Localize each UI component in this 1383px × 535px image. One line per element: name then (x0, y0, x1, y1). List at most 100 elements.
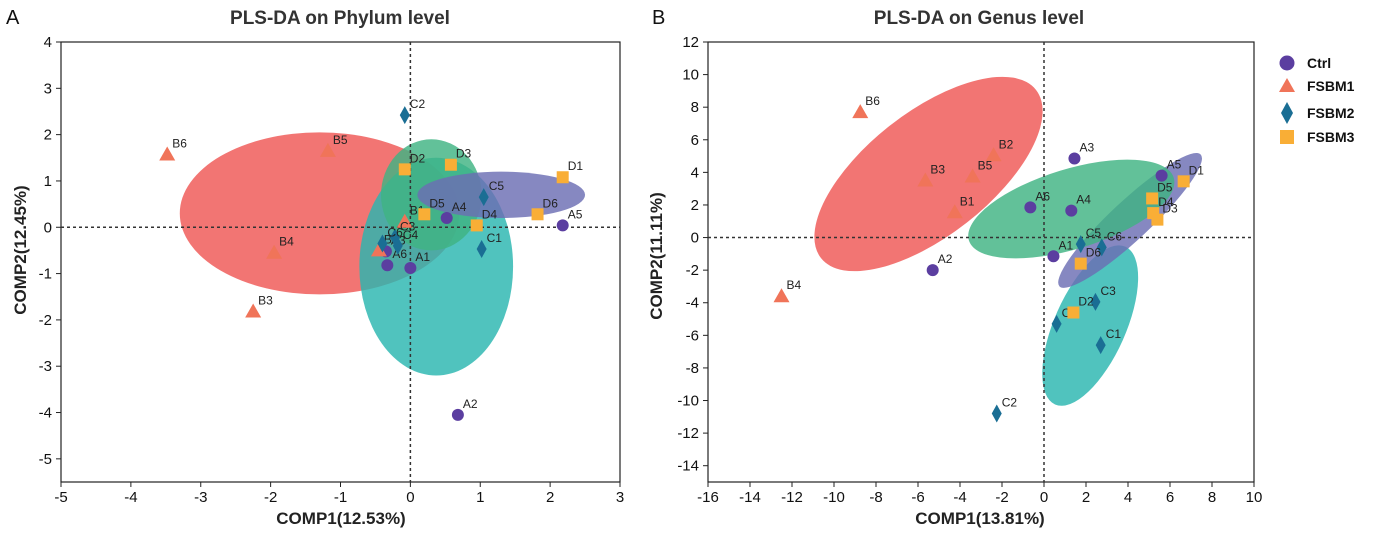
legend: Ctrl FSBM1 FSBM2 FSBM3 (1279, 55, 1355, 145)
panel-b-point-a5 (1155, 169, 1168, 182)
panel-b-point-c2-label: C2 (1002, 396, 1018, 410)
panel-a-x-tick-label: 2 (546, 489, 554, 506)
panel-b-point-c6-label: C6 (1107, 229, 1123, 243)
panel-b-ellipse-fsbm1 (814, 76, 1043, 272)
panel-a-point-d5 (418, 208, 431, 221)
panel-b-x-tick-label: 8 (1208, 489, 1216, 506)
panel-a-point-d3 (444, 158, 457, 171)
panel-a-point-d2 (398, 163, 411, 176)
panel-b-x-tick-label: -10 (823, 489, 845, 506)
panel-b-point-c5 (1075, 235, 1086, 254)
panel-b-point-a1-label: A1 (1058, 238, 1073, 252)
panel-a-point-c4 (392, 236, 403, 255)
panel-a-y-axis-title: COMP2(12.45%) (11, 185, 30, 314)
panel-a-phylum-chart: A PLS-DA on Phylum level COMP1(12.53%) C… (6, 7, 624, 528)
panel-b-x-tick-label: -14 (739, 489, 761, 506)
legend-fsbm1-marker (1279, 78, 1295, 92)
panel-a-x-tick-label: -4 (124, 489, 137, 506)
panel-a-point-c1-label: C1 (487, 231, 503, 245)
panel-b-x-tick-label: 2 (1082, 489, 1090, 506)
panel-b-x-tick-label: 0 (1040, 489, 1048, 506)
panel-a-point-d3-label: D3 (456, 147, 472, 161)
panel-b-point-b1-label: B1 (960, 194, 975, 208)
panel-a-point-a2 (451, 408, 464, 421)
panel-a-x-tick-label: -3 (194, 489, 207, 506)
panel-b-y-tick-label: 8 (691, 99, 699, 116)
panel-b-y-tick-label: -8 (686, 360, 699, 377)
legend-fsbm2-marker (1281, 102, 1293, 124)
legend-fsbm2-label: FSBM2 (1307, 105, 1355, 121)
panel-b-x-tick-label: -6 (911, 489, 924, 506)
panel-b-x-tick-label: -8 (869, 489, 882, 506)
panel-b-y-axis-title: COMP2(11.11%) (647, 192, 666, 320)
panel-b-point-b1 (946, 204, 963, 219)
panel-a-point-c6 (377, 234, 388, 253)
panel-a-point-a4-label: A4 (452, 200, 467, 214)
panel-a-x-tick-label: 0 (406, 489, 414, 506)
panel-a-point-b3-label: B3 (258, 294, 273, 308)
panel-b-y-tick-label: 10 (682, 67, 699, 84)
panel-a-point-a5-label: A5 (568, 207, 583, 221)
panel-b-y-tick-label: -12 (677, 425, 699, 442)
panel-a-point-d6 (531, 208, 544, 221)
panel-a-x-tick-label: -2 (264, 489, 277, 506)
panel-b-point-c3 (1090, 292, 1101, 311)
panel-b-point-c5-label: C5 (1086, 226, 1102, 240)
panel-b-genus-chart: B PLS-DA on Genus level COMP1(13.81%) CO… (647, 7, 1262, 528)
panel-b-point-d4 (1147, 207, 1160, 220)
panel-b-y-tick-label: 6 (691, 132, 699, 149)
panel-b-point-a6-label: A6 (1035, 189, 1050, 203)
panel-a-point-c5 (478, 188, 489, 207)
panel-b-point-d1 (1177, 175, 1190, 188)
panel-b-point-d6 (1074, 257, 1087, 270)
panel-a-point-a1 (404, 262, 417, 275)
panel-a-y-tick-label: -1 (39, 266, 52, 283)
panel-b-point-b3 (917, 172, 934, 187)
legend-fsbm3-marker (1280, 130, 1294, 144)
panel-a-point-b4-label: B4 (279, 235, 294, 249)
panel-b-point-d5 (1146, 192, 1159, 205)
panel-a-x-axis-title: COMP1(12.53%) (276, 509, 405, 528)
panel-b-point-b3-label: B3 (930, 163, 945, 177)
panel-b-point-a3 (1068, 152, 1081, 165)
panel-a-y-tick-label: 3 (44, 80, 52, 97)
panel-a-point-d4 (470, 219, 483, 232)
panel-a-point-d1 (556, 171, 569, 184)
panel-a-y-tick-label: -4 (39, 405, 52, 422)
legend-ctrl-label: Ctrl (1307, 55, 1331, 71)
panel-b-y-tick-label: -6 (686, 327, 699, 344)
panel-b-x-axis-title: COMP1(13.81%) (915, 509, 1044, 528)
panel-b-point-c1-label: C1 (1106, 327, 1122, 341)
panel-b-x-tick-label: -12 (781, 489, 803, 506)
panel-a-data-points: A1A2A3A4A5A6B1B2B3B4B5B6C1C2C3C4C5C6D1D2… (159, 97, 583, 421)
panel-b-point-a3-label: A3 (1079, 141, 1094, 155)
panel-a-point-d6-label: D6 (543, 196, 559, 210)
panel-a-point-c1 (476, 240, 487, 259)
panel-b-point-b4 (773, 288, 790, 303)
panel-b-ellipse-fsbm2 (1042, 245, 1139, 406)
panel-b-point-d2-label: D2 (1078, 295, 1094, 309)
panel-b-point-a2-label: A2 (938, 252, 953, 266)
panel-b-point-d3-label: D3 (1162, 202, 1178, 216)
panel-b-x-tick-label: -4 (953, 489, 966, 506)
panel-b-y-tick-label: 2 (691, 197, 699, 214)
panel-b-point-a1 (1047, 250, 1060, 263)
panel-a-point-d1-label: D1 (568, 159, 584, 173)
panel-a-point-b3 (245, 303, 262, 318)
panel-a-y-tick-label: -5 (39, 451, 52, 468)
panel-b-x-tick-label: -2 (995, 489, 1008, 506)
panel-b-x-tick-label: -16 (697, 489, 719, 506)
panel-a-y-tick-label: -2 (39, 312, 52, 329)
panel-a-point-b5 (319, 142, 336, 157)
panel-a-point-a4 (440, 212, 453, 224)
panel-a-title: PLS-DA on Phylum level (230, 8, 450, 29)
panel-a-point-a5 (556, 219, 569, 232)
panel-a-x-tick-label: 3 (616, 489, 624, 506)
panel-b-point-b6-label: B6 (865, 94, 880, 108)
panel-b-confidence-ellipses (814, 76, 1202, 406)
panel-a-point-a6 (381, 259, 394, 272)
panel-a-x-tick-label: -5 (54, 489, 67, 506)
panel-b-point-d2 (1067, 306, 1080, 319)
panel-b-point-b2-label: B2 (999, 137, 1014, 151)
panel-a-y-tick-label: 2 (44, 127, 52, 144)
